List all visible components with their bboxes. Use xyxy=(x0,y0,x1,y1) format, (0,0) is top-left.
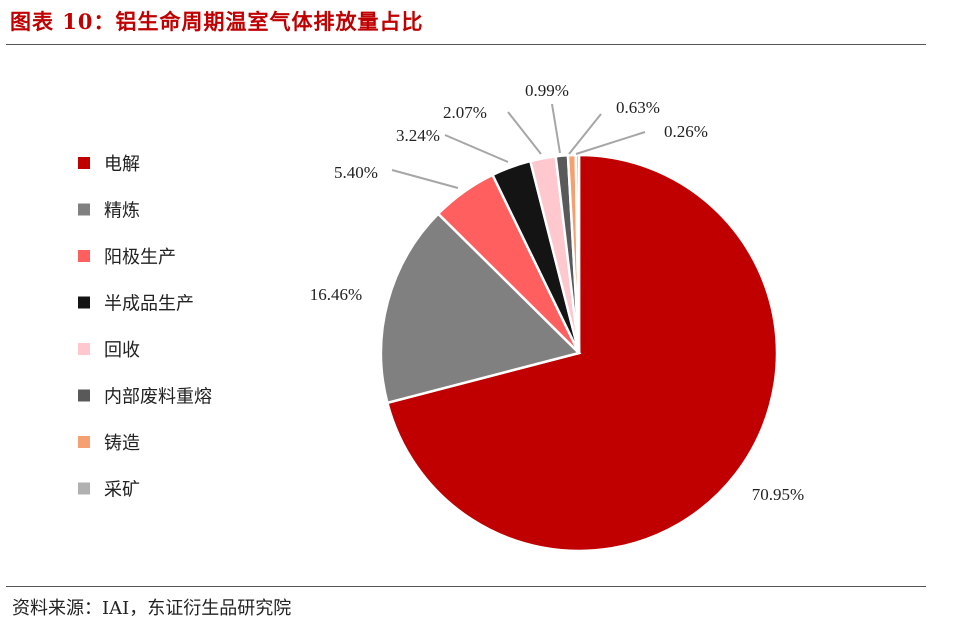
legend-label-5: 回收 xyxy=(104,340,140,361)
leader-line-3 xyxy=(391,169,459,189)
top-divider xyxy=(6,44,926,45)
legend-label-2: 精炼 xyxy=(104,201,140,222)
data-label-5: 2.07% xyxy=(443,103,487,122)
legend-swatch-4 xyxy=(78,296,90,309)
legend-label-4: 半成品生产 xyxy=(104,294,194,315)
data-labels: 70.95% 16.46% 5.40% 3.24%2.07% 0.99% 0.63%0.2… xyxy=(310,81,804,504)
data-label-6: 0.99% xyxy=(525,81,569,100)
pie-slices xyxy=(379,153,779,553)
data-label-7: 0.63% xyxy=(616,98,660,117)
legend-label-3: 阳极生产 xyxy=(104,247,176,268)
legend-label-6: 内部废料重熔 xyxy=(104,387,212,408)
bottom-divider xyxy=(6,586,926,587)
legend-swatch-5 xyxy=(78,343,90,355)
legend-swatch-3 xyxy=(78,250,90,262)
pie-slice-2 xyxy=(379,212,582,405)
data-label-1: 70.95% xyxy=(752,485,804,504)
leader-line-8 xyxy=(575,131,646,155)
legend-label-1: 电解 xyxy=(104,154,140,175)
leader-lines xyxy=(391,103,646,189)
legend-swatch-7 xyxy=(78,436,90,448)
data-label-8: 0.26% xyxy=(664,122,708,141)
data-label-2: 16.46% xyxy=(310,285,362,304)
leader-line-6 xyxy=(551,103,561,154)
chart-title: 图表 10：铝生命周期温室气体排放量占比 xyxy=(10,9,424,34)
legend-swatch-6 xyxy=(78,389,90,402)
legend-swatch-2 xyxy=(78,203,90,216)
leader-line-4 xyxy=(444,134,509,163)
source-note: 资料来源：IAI，东证衍生品研究院 xyxy=(12,598,292,619)
data-label-4: 3.24% xyxy=(396,126,440,145)
legend-swatch-1 xyxy=(78,157,90,169)
legend-label-8: 采矿 xyxy=(104,480,140,501)
pie-slice-1 xyxy=(385,153,779,553)
legend-swatch-8 xyxy=(78,482,90,495)
leader-line-5 xyxy=(507,111,542,155)
pie-slice-8 xyxy=(574,153,581,354)
legend-label-7: 铸造 xyxy=(104,433,140,454)
data-label-3: 5.40% xyxy=(334,163,378,182)
leader-line-7 xyxy=(568,113,602,155)
